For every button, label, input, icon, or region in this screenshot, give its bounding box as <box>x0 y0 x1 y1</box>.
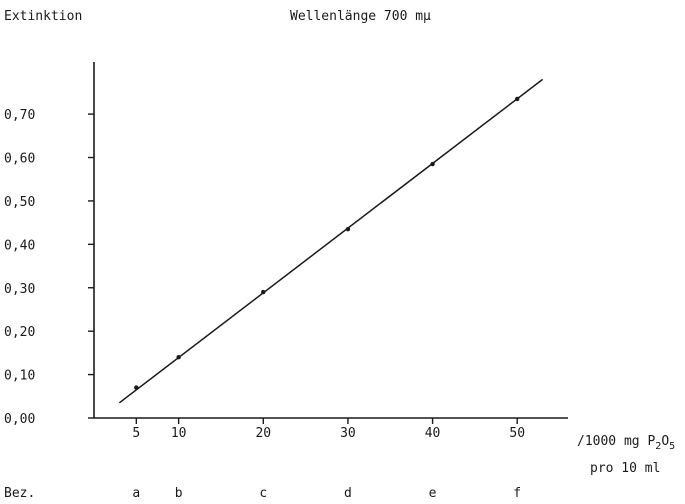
y-tick-label: 0,30 <box>4 282 35 297</box>
bez-item-label: a <box>132 486 140 501</box>
y-axis-label: Extinktion <box>4 9 82 24</box>
x-axis-label: /1000 mg P2O5 <box>577 434 675 452</box>
x-tick-label: 50 <box>509 426 525 441</box>
y-tick-label: 0,20 <box>4 325 35 340</box>
bez-item-label: e <box>429 486 437 501</box>
bez-labels: a b c d e f <box>132 486 521 501</box>
fit-line <box>118 78 544 404</box>
y-tick-label: 0,00 <box>4 412 35 427</box>
x-tick-label: 10 <box>171 426 187 441</box>
y-ticks: 0,00 0,10 0,20 0,30 0,40 0,50 0,60 0,70 <box>4 108 94 427</box>
x-axis-label-line2: pro 10 ml <box>590 461 660 476</box>
bez-item-label: d <box>344 486 352 501</box>
x-ticks: 5 10 20 30 40 50 <box>132 418 525 441</box>
data-point <box>261 289 266 295</box>
data-point <box>176 355 181 360</box>
y-tick-label: 0,10 <box>4 369 35 384</box>
x-tick-label: 30 <box>340 426 356 441</box>
y-tick-label: 0,50 <box>4 195 35 210</box>
y-tick-label: 0,40 <box>4 238 35 253</box>
x-tick-label: 40 <box>425 426 441 441</box>
x-tick-label: 5 <box>132 426 140 441</box>
chart-title: Wellenlänge 700 mμ <box>290 9 431 24</box>
fit-line-group <box>118 78 544 404</box>
x-tick-label: 20 <box>255 426 271 441</box>
y-tick-label: 0,60 <box>4 152 35 167</box>
data-point <box>345 226 351 232</box>
bez-item-label: c <box>259 486 267 501</box>
bez-item-label: b <box>175 486 183 501</box>
bez-label: Bez. <box>4 486 35 501</box>
bez-item-label: f <box>513 486 521 501</box>
data-point <box>515 96 520 102</box>
y-tick-label: 0,70 <box>4 108 35 123</box>
data-points <box>134 96 520 390</box>
data-point <box>134 385 139 390</box>
data-point <box>430 161 435 167</box>
